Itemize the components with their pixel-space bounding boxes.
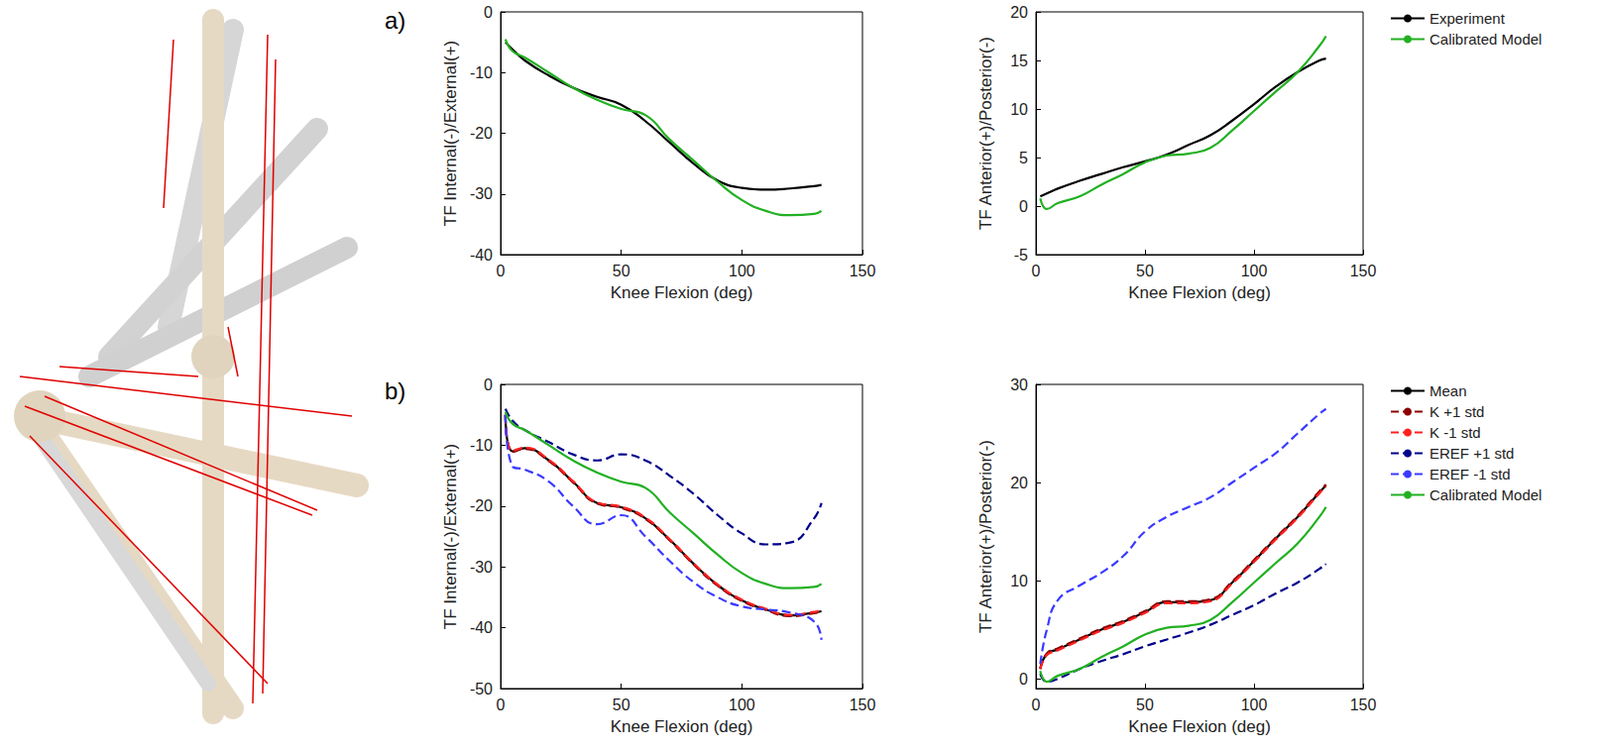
svg-text:0: 0 [483, 376, 493, 394]
svg-text:150: 150 [1350, 262, 1377, 280]
svg-text:0: 0 [496, 262, 506, 280]
svg-text:-30: -30 [469, 185, 493, 203]
svg-text:150: 150 [849, 262, 877, 280]
svg-text:Knee Flexion (deg): Knee Flexion (deg) [610, 283, 754, 303]
svg-text:20: 20 [1010, 474, 1029, 492]
svg-text:100: 100 [1241, 696, 1268, 714]
svg-text:0: 0 [1031, 262, 1041, 280]
svg-text:a): a) [384, 6, 406, 34]
svg-text:EREF -1 std: EREF -1 std [1429, 465, 1511, 483]
svg-text:-40: -40 [469, 619, 493, 637]
svg-text:K +1 std: K +1 std [1429, 403, 1485, 421]
svg-text:150: 150 [849, 696, 877, 714]
svg-text:100: 100 [1241, 262, 1268, 280]
svg-text:Knee Flexion (deg): Knee Flexion (deg) [1128, 283, 1271, 303]
svg-text:-10: -10 [469, 437, 493, 455]
svg-text:Calibrated Model: Calibrated Model [1429, 30, 1542, 48]
svg-text:-50: -50 [469, 681, 493, 698]
svg-text:10: 10 [1010, 572, 1029, 590]
svg-text:-30: -30 [469, 559, 493, 576]
svg-text:-40: -40 [469, 246, 493, 264]
svg-text:TF Internal(-)/External(+): TF Internal(-)/External(+) [441, 444, 460, 631]
svg-text:0: 0 [1019, 671, 1029, 688]
svg-text:Calibrated Model: Calibrated Model [1429, 486, 1542, 504]
svg-text:TF Internal(-)/External(+): TF Internal(-)/External(+) [441, 40, 460, 228]
svg-text:20: 20 [1010, 3, 1029, 21]
svg-text:10: 10 [1010, 101, 1029, 118]
svg-text:0: 0 [1031, 696, 1041, 714]
svg-text:30: 30 [1010, 376, 1029, 394]
svg-text:50: 50 [612, 696, 631, 714]
svg-text:5: 5 [1019, 149, 1029, 167]
svg-text:50: 50 [1136, 262, 1154, 280]
svg-text:b): b) [384, 377, 406, 405]
svg-text:-5: -5 [1014, 246, 1029, 264]
svg-text:-10: -10 [469, 64, 493, 82]
svg-text:0: 0 [483, 3, 493, 21]
svg-text:50: 50 [1136, 696, 1154, 714]
svg-text:15: 15 [1010, 52, 1029, 70]
svg-text:EREF +1 std: EREF +1 std [1429, 445, 1514, 462]
svg-text:Mean: Mean [1429, 382, 1468, 400]
svg-text:50: 50 [612, 262, 631, 280]
svg-text:TF Anterior(+)/Posterior(-): TF Anterior(+)/Posterior(-) [976, 36, 996, 230]
svg-text:100: 100 [728, 696, 756, 714]
svg-text:0: 0 [1019, 198, 1029, 216]
svg-text:Knee Flexion (deg): Knee Flexion (deg) [1128, 717, 1271, 737]
svg-text:100: 100 [728, 262, 756, 280]
svg-text:-20: -20 [469, 124, 493, 142]
svg-text:TF Anterior(+)/Posterior(-): TF Anterior(+)/Posterior(-) [976, 440, 996, 634]
svg-text:150: 150 [1350, 696, 1377, 714]
svg-text:0: 0 [496, 696, 506, 714]
svg-text:Experiment: Experiment [1429, 9, 1506, 27]
svg-text:-20: -20 [469, 497, 493, 515]
svg-text:K -1 std: K -1 std [1429, 424, 1482, 442]
svg-text:Knee Flexion (deg): Knee Flexion (deg) [610, 717, 754, 737]
